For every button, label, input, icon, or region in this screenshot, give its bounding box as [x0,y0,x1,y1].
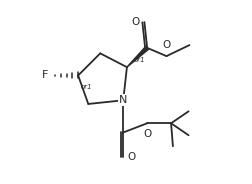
Text: O: O [143,129,151,139]
Text: or1: or1 [81,84,92,90]
Text: F: F [41,70,48,80]
Polygon shape [127,46,149,67]
Text: N: N [119,95,128,105]
Text: O: O [128,152,136,162]
Text: O: O [162,40,171,50]
Text: or1: or1 [133,56,145,63]
Text: O: O [132,17,140,27]
